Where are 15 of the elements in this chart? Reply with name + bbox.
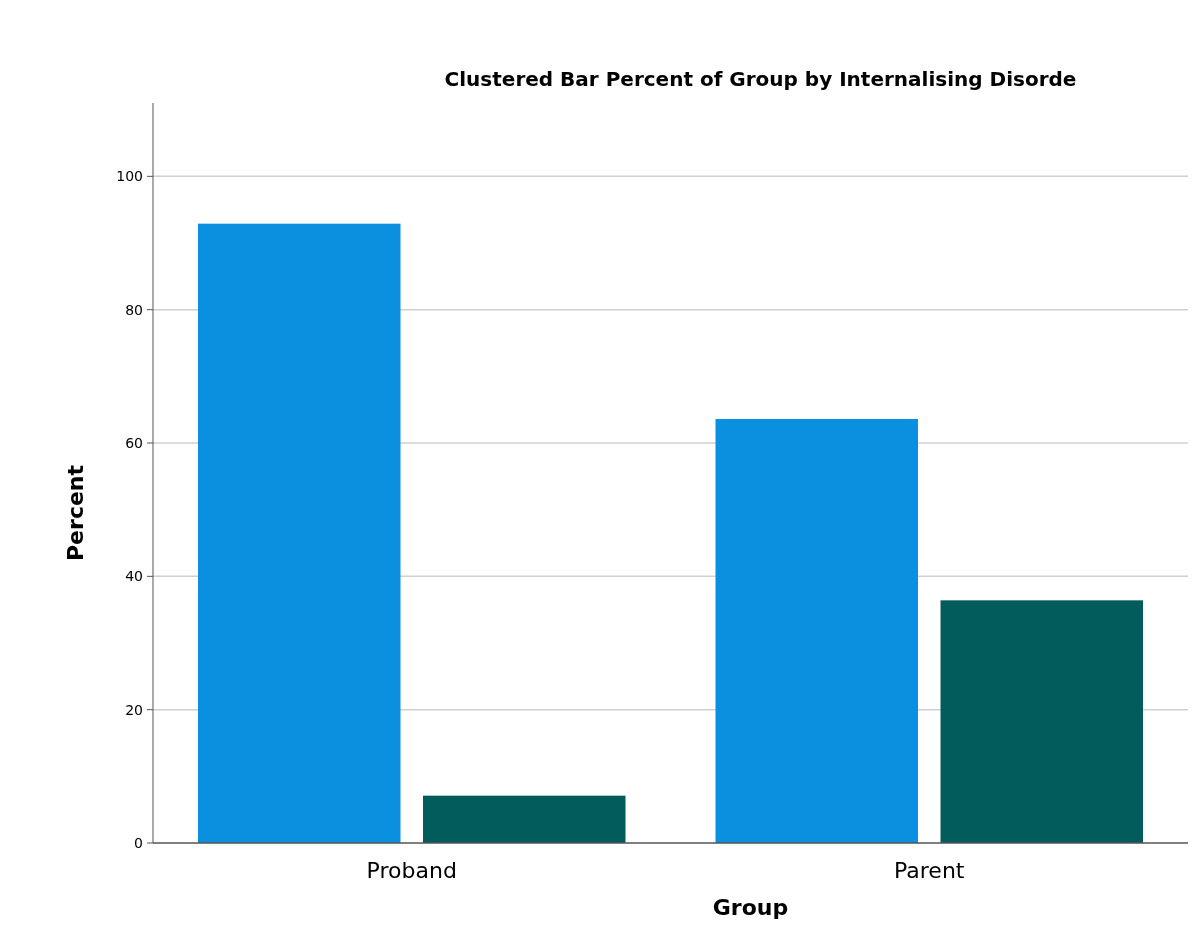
x-tick-label: Parent xyxy=(894,858,965,883)
y-tick-label: 80 xyxy=(125,301,143,318)
y-tick-label: 0 xyxy=(134,834,143,851)
y-tick-label: 20 xyxy=(125,701,143,718)
x-tick-label: Proband xyxy=(366,858,457,883)
bar xyxy=(198,223,401,843)
bar xyxy=(423,795,626,843)
bar xyxy=(715,419,918,843)
y-tick-label: 100 xyxy=(116,168,143,185)
y-tick-label: 40 xyxy=(125,568,143,585)
chart-title: Clustered Bar Percent of Group by Internalising Disorde xyxy=(444,67,1077,91)
bar xyxy=(940,600,1143,843)
x-axis-title: Group xyxy=(712,895,789,920)
y-axis-title: Percent xyxy=(63,464,88,562)
y-tick-label: 60 xyxy=(125,434,143,451)
